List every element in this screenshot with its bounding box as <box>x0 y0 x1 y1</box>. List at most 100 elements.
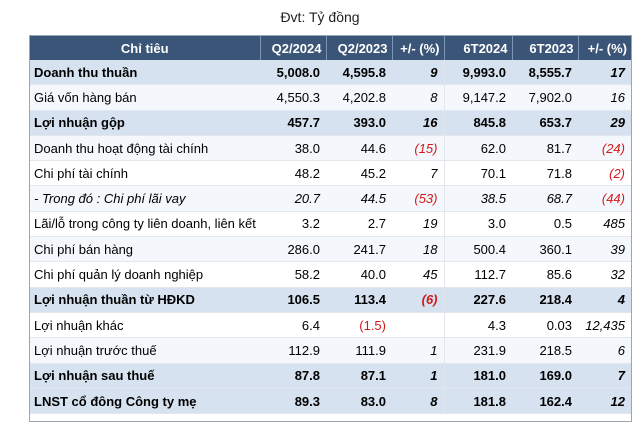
row-label: Chi phí tài chính <box>30 160 260 187</box>
row-value: 38.0 <box>260 135 326 162</box>
row-label: Lợi nhuận sau thuế <box>30 363 260 389</box>
header-cell: Q2/2024 <box>260 36 327 60</box>
row-value: 20.7 <box>260 185 326 212</box>
table-row: Lợi nhuận thuần từ HĐKD 106.5 113.4 (6) 227.… <box>30 287 631 313</box>
row-value: 17 <box>578 60 631 86</box>
row-value: (15) <box>392 135 444 162</box>
row-value: 4,595.8 <box>326 60 392 86</box>
row-value: 8 <box>392 388 444 415</box>
row-value: 16 <box>392 110 444 136</box>
row-value: 83.0 <box>326 388 392 415</box>
income-statement-table: Chỉ tiêu Q2/2024 Q2/2023 +/- (%) 6T2024 … <box>30 36 631 415</box>
row-value: 106.5 <box>260 287 326 313</box>
row-value: 8,555.7 <box>512 60 578 86</box>
row-value <box>392 312 444 339</box>
row-value: 68.7 <box>512 185 578 212</box>
row-value: 845.8 <box>443 110 512 136</box>
row-value: 653.7 <box>512 110 578 136</box>
row-value: 87.8 <box>260 363 326 389</box>
row-value: 48.2 <box>260 160 326 187</box>
row-value: 7,902.0 <box>512 84 578 111</box>
row-label: LNST cổ đông Công ty mẹ <box>30 388 260 415</box>
row-value: 485 <box>578 211 631 238</box>
row-value: (53) <box>392 185 444 212</box>
row-value: 286.0 <box>260 236 326 263</box>
row-value: 218.4 <box>512 287 578 313</box>
unit-label: Đvt: Tỷ đồng <box>280 9 360 25</box>
table-row: Lợi nhuận trước thuế 112.9 111.9 1 231.9 218.… <box>30 337 631 364</box>
table-row: - Trong đó : Chi phí lãi vay 20.7 44.5 (53)… <box>30 185 631 212</box>
row-value: 44.6 <box>326 135 392 162</box>
row-label: Chi phí bán hàng <box>30 236 260 263</box>
row-value: 5,008.0 <box>260 60 326 86</box>
row-value: 44.5 <box>326 185 392 212</box>
row-value: 45 <box>392 261 444 288</box>
header-cell: Chỉ tiêu <box>30 36 261 60</box>
row-value: 19 <box>392 211 444 238</box>
table-row: LNST cổ đông Công ty mẹ 89.3 83.0 8 181.8 162… <box>30 388 631 415</box>
row-value: 58.2 <box>260 261 326 288</box>
table-row: Doanh thu hoạt động tài chính 38.0 44.6 (15… <box>30 135 631 162</box>
row-value: 2.7 <box>326 211 392 238</box>
row-value: 29 <box>578 110 631 136</box>
row-value: 7 <box>578 363 631 389</box>
row-value: 85.6 <box>512 261 578 288</box>
row-value: 360.1 <box>512 236 578 263</box>
row-label: - Trong đó : Chi phí lãi vay <box>30 185 260 212</box>
financial-table: Chỉ tiêu Q2/2024 Q2/2023 +/- (%) 6T2024 … <box>29 35 632 422</box>
row-value: 89.3 <box>260 388 326 415</box>
header-cell: +/- (%) <box>578 36 631 60</box>
header-row: Chỉ tiêu Q2/2024 Q2/2023 +/- (%) 6T2024 … <box>30 36 631 60</box>
row-value: (2) <box>578 160 631 187</box>
row-value: 1 <box>392 337 444 364</box>
row-value: 457.7 <box>260 110 326 136</box>
row-value: 169.0 <box>512 363 578 389</box>
header-cell: Q2/2023 <box>326 36 393 60</box>
row-value: 9,147.2 <box>443 84 512 111</box>
header-cell: 6T2023 <box>512 36 579 60</box>
row-value: 3.2 <box>260 211 326 238</box>
row-value: 6.4 <box>260 312 326 339</box>
row-label: Lợi nhuận khác <box>30 312 260 339</box>
row-value: 62.0 <box>443 135 512 162</box>
row-value: 231.9 <box>443 337 512 364</box>
row-value: 40.0 <box>326 261 392 288</box>
row-value: 6 <box>578 337 631 364</box>
table-row: Chi phí bán hàng 286.0 241.7 18 500.4 360.1 39 <box>30 236 631 263</box>
row-value: 12 <box>578 388 631 415</box>
table-row: Chi phí quản lý doanh nghiệp 58.2 40.0 45 11… <box>30 261 631 288</box>
row-value: (24) <box>578 135 631 162</box>
row-value: 7 <box>392 160 444 187</box>
row-label: Doanh thu hoạt động tài chính <box>30 135 260 162</box>
row-value: 38.5 <box>443 185 512 212</box>
row-value: 112.9 <box>260 337 326 364</box>
row-value: (6) <box>392 287 444 313</box>
table-row: Lãi/lỗ trong công ty liên doanh, liên kế… <box>30 211 631 238</box>
row-value: 81.7 <box>512 135 578 162</box>
row-label: Giá vốn hàng bán <box>30 84 260 111</box>
row-value: 16 <box>578 84 631 111</box>
row-value: 9 <box>392 60 444 86</box>
header-cell: +/- (%) <box>392 36 445 60</box>
row-value: 39 <box>578 236 631 263</box>
row-label: Lợi nhuận trước thuế <box>30 337 260 364</box>
row-value: 9,993.0 <box>443 60 512 86</box>
row-value: (1.5) <box>326 312 392 339</box>
table-row: Lợi nhuận khác 6.4 (1.5) 4.3 0.03 12,435 <box>30 312 631 339</box>
row-value: 8 <box>392 84 444 111</box>
row-label: Lãi/lỗ trong công ty liên doanh, liên kế… <box>30 211 260 238</box>
table-row: Chi phí tài chính 48.2 45.2 7 70.1 71.8 (2) <box>30 160 631 187</box>
row-value: 4,202.8 <box>326 84 392 111</box>
row-value: 113.4 <box>326 287 392 313</box>
row-label: Lợi nhuận thuần từ HĐKD <box>30 287 260 313</box>
row-value: 111.9 <box>326 337 392 364</box>
row-value: (44) <box>578 185 631 212</box>
row-value: 3.0 <box>443 211 512 238</box>
row-value: 32 <box>578 261 631 288</box>
row-value: 4,550.3 <box>260 84 326 111</box>
row-value: 87.1 <box>326 363 392 389</box>
table-row: Doanh thu thuần 5,008.0 4,595.8 9 9,993.0 8,5… <box>30 60 631 86</box>
row-value: 112.7 <box>443 261 512 288</box>
table-row: Lợi nhuận sau thuế 87.8 87.1 1 181.0 169.0 7 <box>30 363 631 389</box>
row-value: 393.0 <box>326 110 392 136</box>
